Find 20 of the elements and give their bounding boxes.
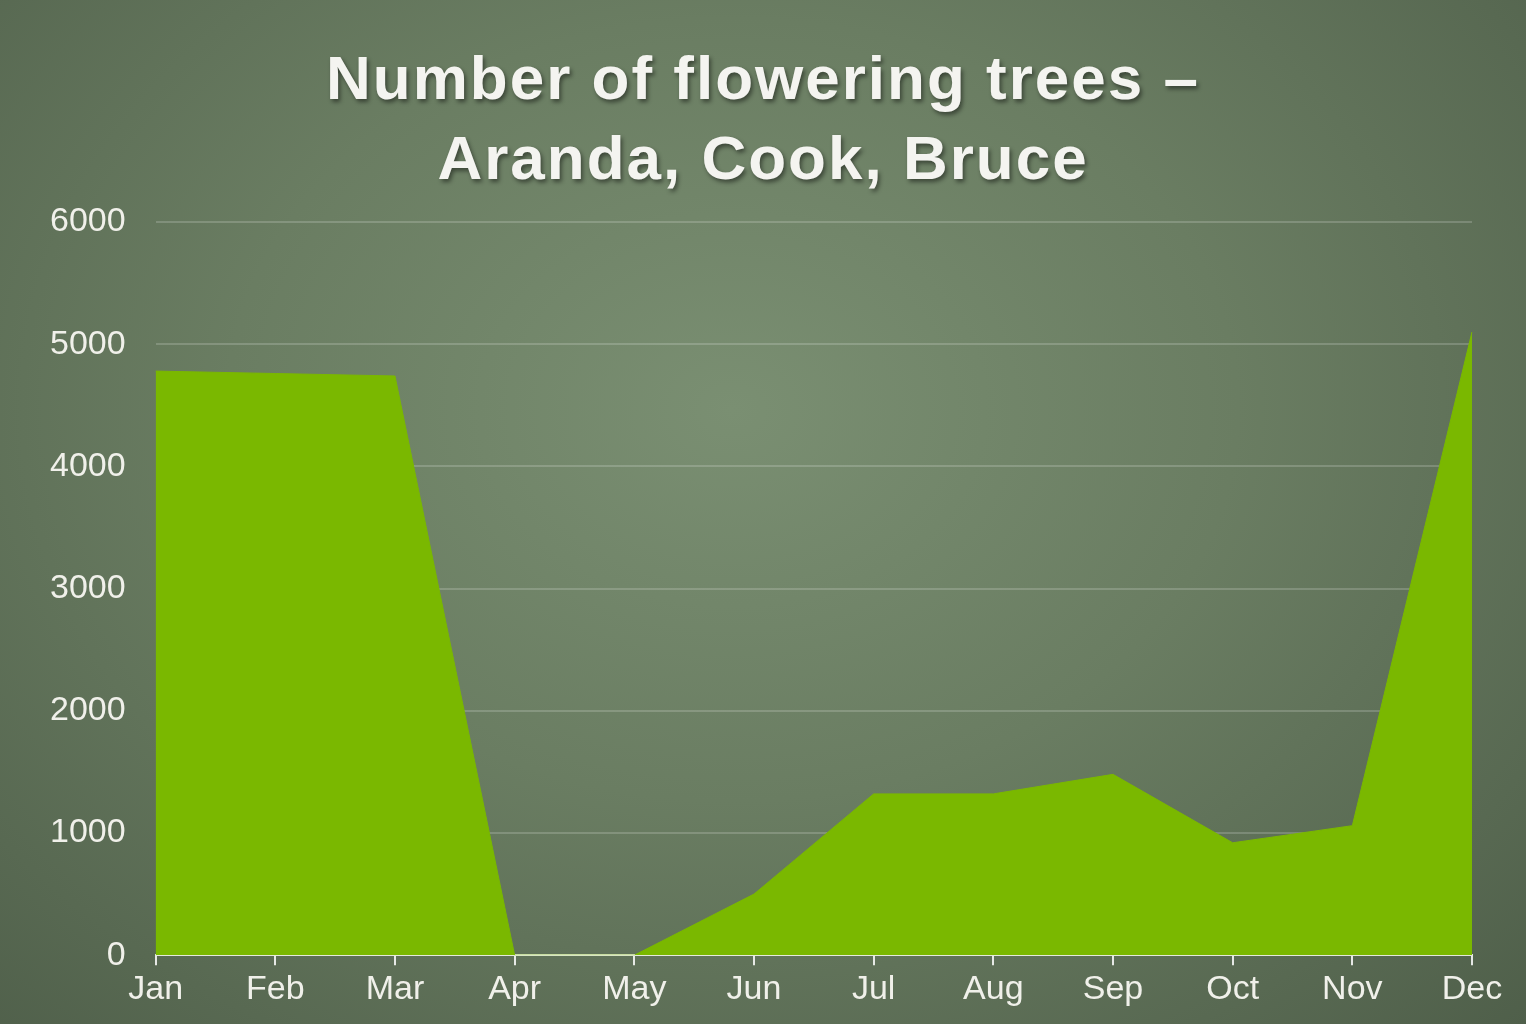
x-tick-label: May [602,967,667,1006]
x-tick-label: Oct [1206,967,1260,1006]
y-tick-label: 1000 [50,811,126,850]
y-tick-label: 0 [106,933,126,972]
x-tick-label: Jan [128,967,184,1006]
x-tick-label: Nov [1322,967,1383,1006]
y-tick-label: 5000 [50,322,126,361]
x-tick-label: Mar [365,967,425,1006]
x-tick-label: Aug [963,967,1024,1006]
x-tick-label: Jun [726,967,782,1006]
x-tick-label: Jul [851,967,896,1006]
x-tick-label: Sep [1082,967,1144,1006]
chart-title: Number of flowering trees – Aranda, Cook, Bruce [325,42,1201,194]
y-tick-label: 3000 [50,566,126,605]
y-tick-label: 2000 [50,689,126,728]
y-tick-label: 4000 [50,444,126,483]
x-tick-label: Feb [246,967,305,1006]
y-tick-label: 6000 [50,200,126,239]
x-tick-label: Apr [488,967,542,1006]
x-tick-label: Dec [1441,967,1503,1006]
